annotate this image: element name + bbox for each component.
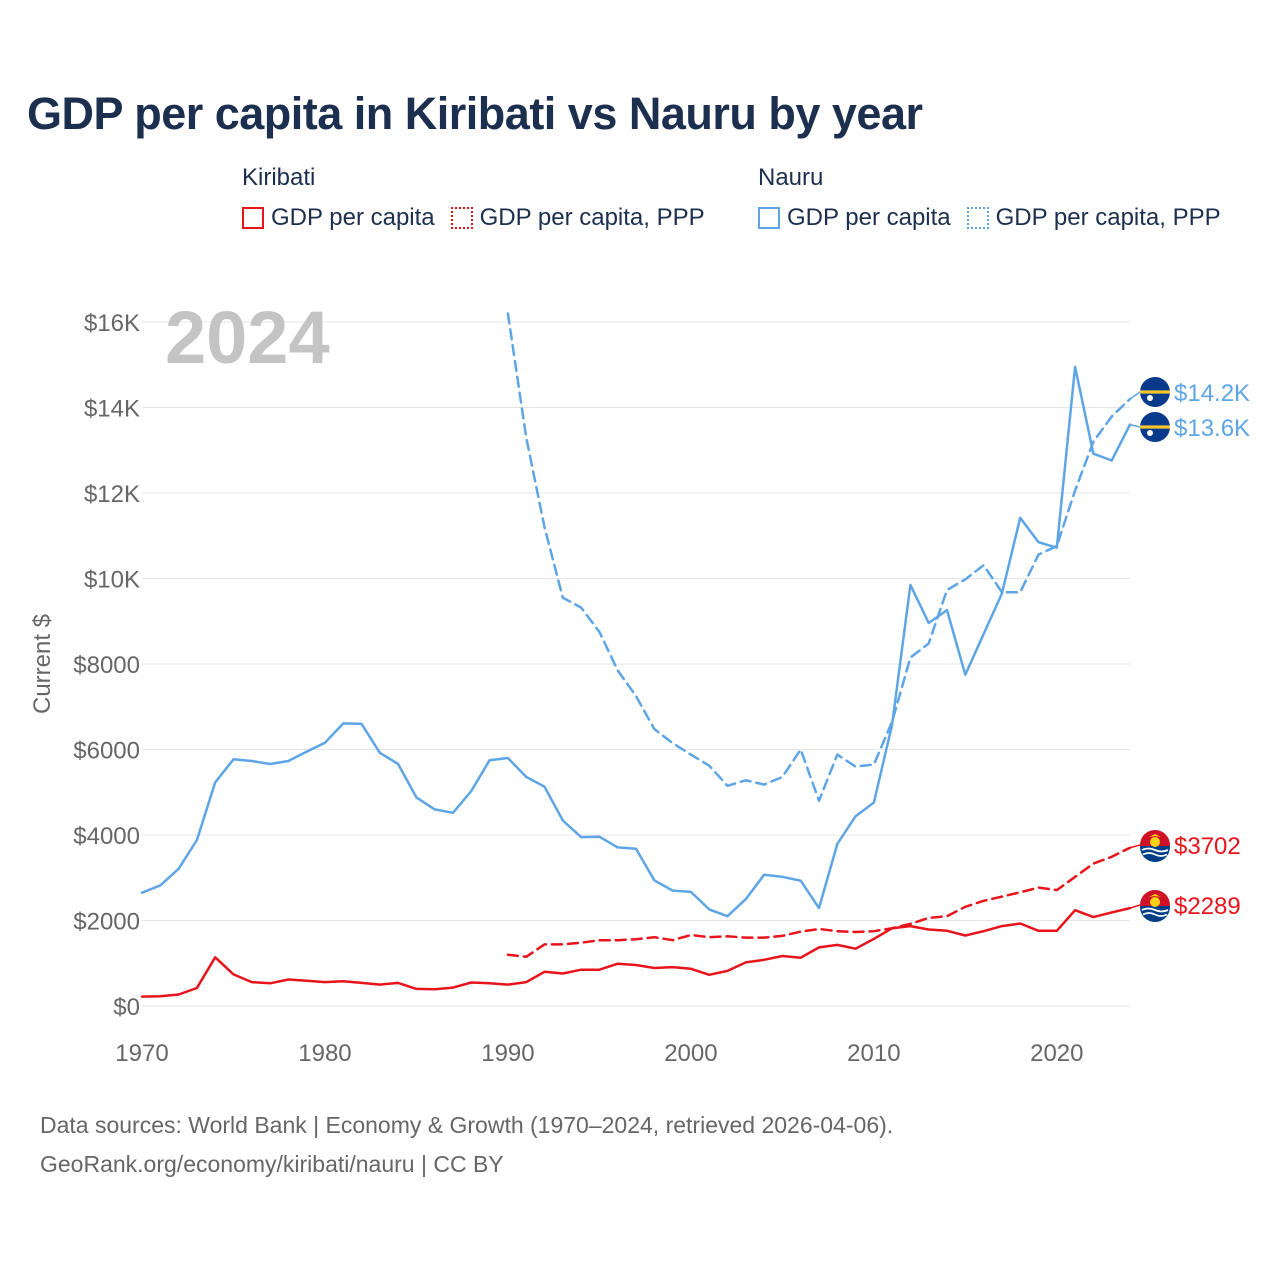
legend-label-nauru-gdp: GDP per capita — [787, 204, 951, 231]
kiribati-flag-icon — [1140, 830, 1170, 862]
legend-item-nauru-gdp-ppp[interactable]: GDP per capita, PPP — [966, 204, 1221, 232]
chart-title: GDP per capita in Kiribati vs Nauru by y… — [27, 88, 923, 139]
legend-label-nauru-gdp-ppp: GDP per capita, PPP — [995, 204, 1221, 231]
y-tick-label: $0 — [113, 994, 140, 1021]
legend-group-kiribati: Kiribati GDP per capita GDP per capita, … — [242, 162, 705, 232]
legend-item-kiribati-gdp-ppp[interactable]: GDP per capita, PPP — [450, 204, 705, 232]
y-tick-label: $8000 — [73, 652, 140, 679]
y-tick-label: $4000 — [73, 823, 140, 850]
year-watermark: 2024 — [165, 296, 330, 379]
series-line-nauru-gdp-per-capita — [140, 365, 1132, 918]
legend-swatch-nauru-gdp — [758, 207, 780, 229]
end-label-connector — [1129, 391, 1141, 400]
x-tick-label: 2010 — [847, 1040, 900, 1067]
y-tick-label: $16K — [84, 310, 140, 337]
y-tick-label: $14K — [84, 396, 140, 423]
y-tick-label: $12K — [84, 481, 140, 508]
legend-group-title-nauru: Nauru — [758, 164, 824, 191]
x-tick-label: 2000 — [664, 1040, 717, 1067]
legend-label-kiribati-gdp-ppp: GDP per capita, PPP — [479, 204, 705, 231]
nauru-flag-icon — [1140, 377, 1170, 407]
y-tick-label: $6000 — [73, 738, 140, 765]
end-value-label: $2289 — [1174, 893, 1241, 920]
legend-group-title-kiribati: Kiribati — [242, 164, 316, 191]
footer: Data sources: World Bank | Economy & Gro… — [40, 1106, 893, 1184]
legend-item-kiribati-gdp[interactable]: GDP per capita — [242, 204, 435, 232]
series-line-nauru-gdp-per-capita-ppp — [506, 312, 1132, 803]
x-tick-label: 1990 — [481, 1040, 534, 1067]
x-tick-label: 2020 — [1030, 1040, 1083, 1067]
y-tick-label: $10K — [84, 567, 140, 594]
nauru-flag-icon — [1140, 412, 1170, 442]
series-line-kiribati-gdp-per-capita-ppp — [506, 846, 1132, 959]
footer-link[interactable]: GeoRank.org/economy/kiribati/nauru | CC … — [40, 1151, 504, 1177]
legend-swatch-kiribati-gdp-ppp — [450, 207, 473, 229]
legend-item-nauru-gdp[interactable]: GDP per capita — [758, 204, 951, 232]
y-tick-label: $2000 — [73, 909, 140, 936]
y-axis-label: Current $ — [29, 614, 56, 714]
end-label-connector — [1129, 844, 1141, 849]
end-value-label: $3702 — [1174, 833, 1241, 860]
footer-source: Data sources: World Bank | Economy & Gro… — [40, 1112, 894, 1138]
end-value-label: $13.6K — [1174, 415, 1250, 442]
legend-swatch-nauru-gdp-ppp — [966, 207, 989, 229]
x-tick-label: 1970 — [115, 1040, 168, 1067]
series-line-kiribati-gdp-per-capita — [140, 906, 1132, 998]
end-label-connector — [1129, 423, 1141, 428]
kiribati-flag-icon — [1140, 890, 1170, 922]
end-label-connector — [1129, 904, 1141, 909]
legend-label-kiribati-gdp: GDP per capita — [271, 204, 435, 231]
x-tick-label: 1980 — [298, 1040, 351, 1067]
legend-group-nauru: Nauru GDP per capita GDP per capita, PPP — [758, 162, 1221, 232]
end-value-label: $14.2K — [1174, 380, 1250, 407]
legend-swatch-kiribati-gdp — [242, 207, 264, 229]
